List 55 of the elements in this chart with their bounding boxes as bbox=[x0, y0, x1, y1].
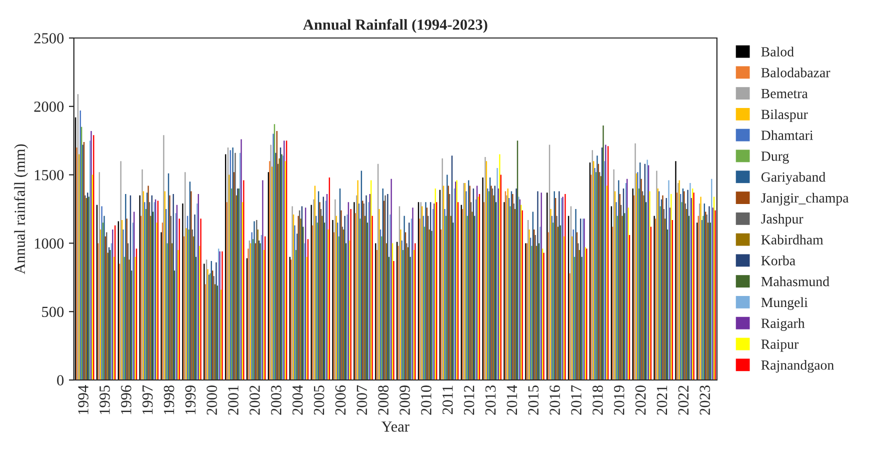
x-tick-label: 2022 bbox=[678, 386, 689, 415]
legend-label: Mungeli bbox=[761, 297, 808, 310]
x-tick-label: 2004 bbox=[292, 385, 303, 415]
legend-label: Rajnandgaon bbox=[761, 360, 834, 373]
x-tick-label: 2005 bbox=[314, 385, 324, 415]
x-tick-label: 2006 bbox=[335, 385, 346, 415]
x-tick-label: 1994 bbox=[78, 385, 88, 414]
x-tick-label: 2014 bbox=[506, 385, 518, 415]
x-tick-label: 2023 bbox=[700, 385, 710, 415]
x-tick-label: 2017 bbox=[571, 385, 582, 415]
x-tick-label: 2011 bbox=[442, 386, 453, 414]
legend-label: Jashpur bbox=[761, 214, 804, 226]
x-tick-label: 2008 bbox=[378, 385, 388, 415]
x-tick-label: 2000 bbox=[206, 385, 218, 415]
x-tick-label: 1998 bbox=[164, 385, 174, 414]
x-tick-label: 2001 bbox=[228, 386, 238, 415]
legend-label: Janjgir_champa bbox=[761, 192, 849, 206]
x-tick-label: 1996 bbox=[121, 385, 132, 414]
x-tick-label: 2021 bbox=[656, 386, 668, 415]
y-tick-label: 1500 bbox=[34, 170, 64, 180]
x-tick-label: 2007 bbox=[356, 385, 368, 415]
x-tick-label: 2015 bbox=[528, 385, 539, 415]
y-tick-label: 0 bbox=[57, 375, 64, 386]
x-tick-label: 2018 bbox=[592, 385, 603, 415]
legend-label: Balodabazar bbox=[761, 68, 830, 78]
legend-label: Kabirdham bbox=[761, 234, 824, 244]
x-tick-label: 1995 bbox=[100, 385, 110, 414]
x-tick-label: 2009 bbox=[400, 385, 410, 415]
x-tick-label: 2019 bbox=[614, 385, 624, 415]
legend-label: Dhamtari bbox=[761, 130, 814, 140]
legend-label: Raigarh bbox=[761, 318, 805, 331]
x-tick-label: 2010 bbox=[421, 385, 432, 415]
x-tick-label: 2020 bbox=[635, 385, 646, 415]
x-tick-label: 2012 bbox=[464, 386, 474, 415]
x-tick-label: 2002 bbox=[250, 386, 260, 415]
x-tick-label: 2016 bbox=[550, 385, 560, 415]
x-axis-title: Year bbox=[381, 422, 410, 432]
y-axis-title: Annual rainfall (mm) bbox=[14, 144, 28, 274]
y-tick-label: 1000 bbox=[34, 238, 64, 249]
legend-label: Durg bbox=[761, 152, 789, 164]
x-tick-label: 1997 bbox=[142, 385, 153, 414]
y-tick-label: 2000 bbox=[34, 102, 64, 112]
legend-label: Balod bbox=[761, 46, 794, 56]
y-tick-label: 500 bbox=[42, 306, 64, 318]
legend-label: Bilaspur bbox=[761, 109, 808, 122]
chart-title: Annual Rainfall (1994-2023) bbox=[303, 18, 488, 33]
x-tick-label: 1999 bbox=[185, 385, 196, 414]
x-tick-label: 2013 bbox=[485, 385, 496, 415]
y-tick-label: 2500 bbox=[34, 33, 64, 44]
legend-label: Bemetra bbox=[761, 88, 808, 98]
legend-label: Gariyaband bbox=[761, 172, 826, 185]
legend-label: Raipur bbox=[761, 340, 799, 352]
legend-label: Korba bbox=[761, 256, 796, 266]
legend-label: Mahasmund bbox=[761, 276, 830, 286]
x-tick-label: 2003 bbox=[271, 385, 282, 415]
